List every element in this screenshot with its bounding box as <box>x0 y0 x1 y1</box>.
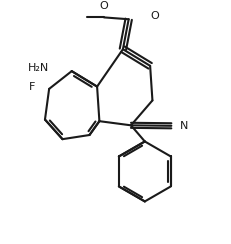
Text: H₂N: H₂N <box>28 63 49 73</box>
Text: N: N <box>179 121 187 131</box>
Text: O: O <box>150 11 159 21</box>
Text: F: F <box>29 82 36 92</box>
Text: O: O <box>99 1 108 11</box>
